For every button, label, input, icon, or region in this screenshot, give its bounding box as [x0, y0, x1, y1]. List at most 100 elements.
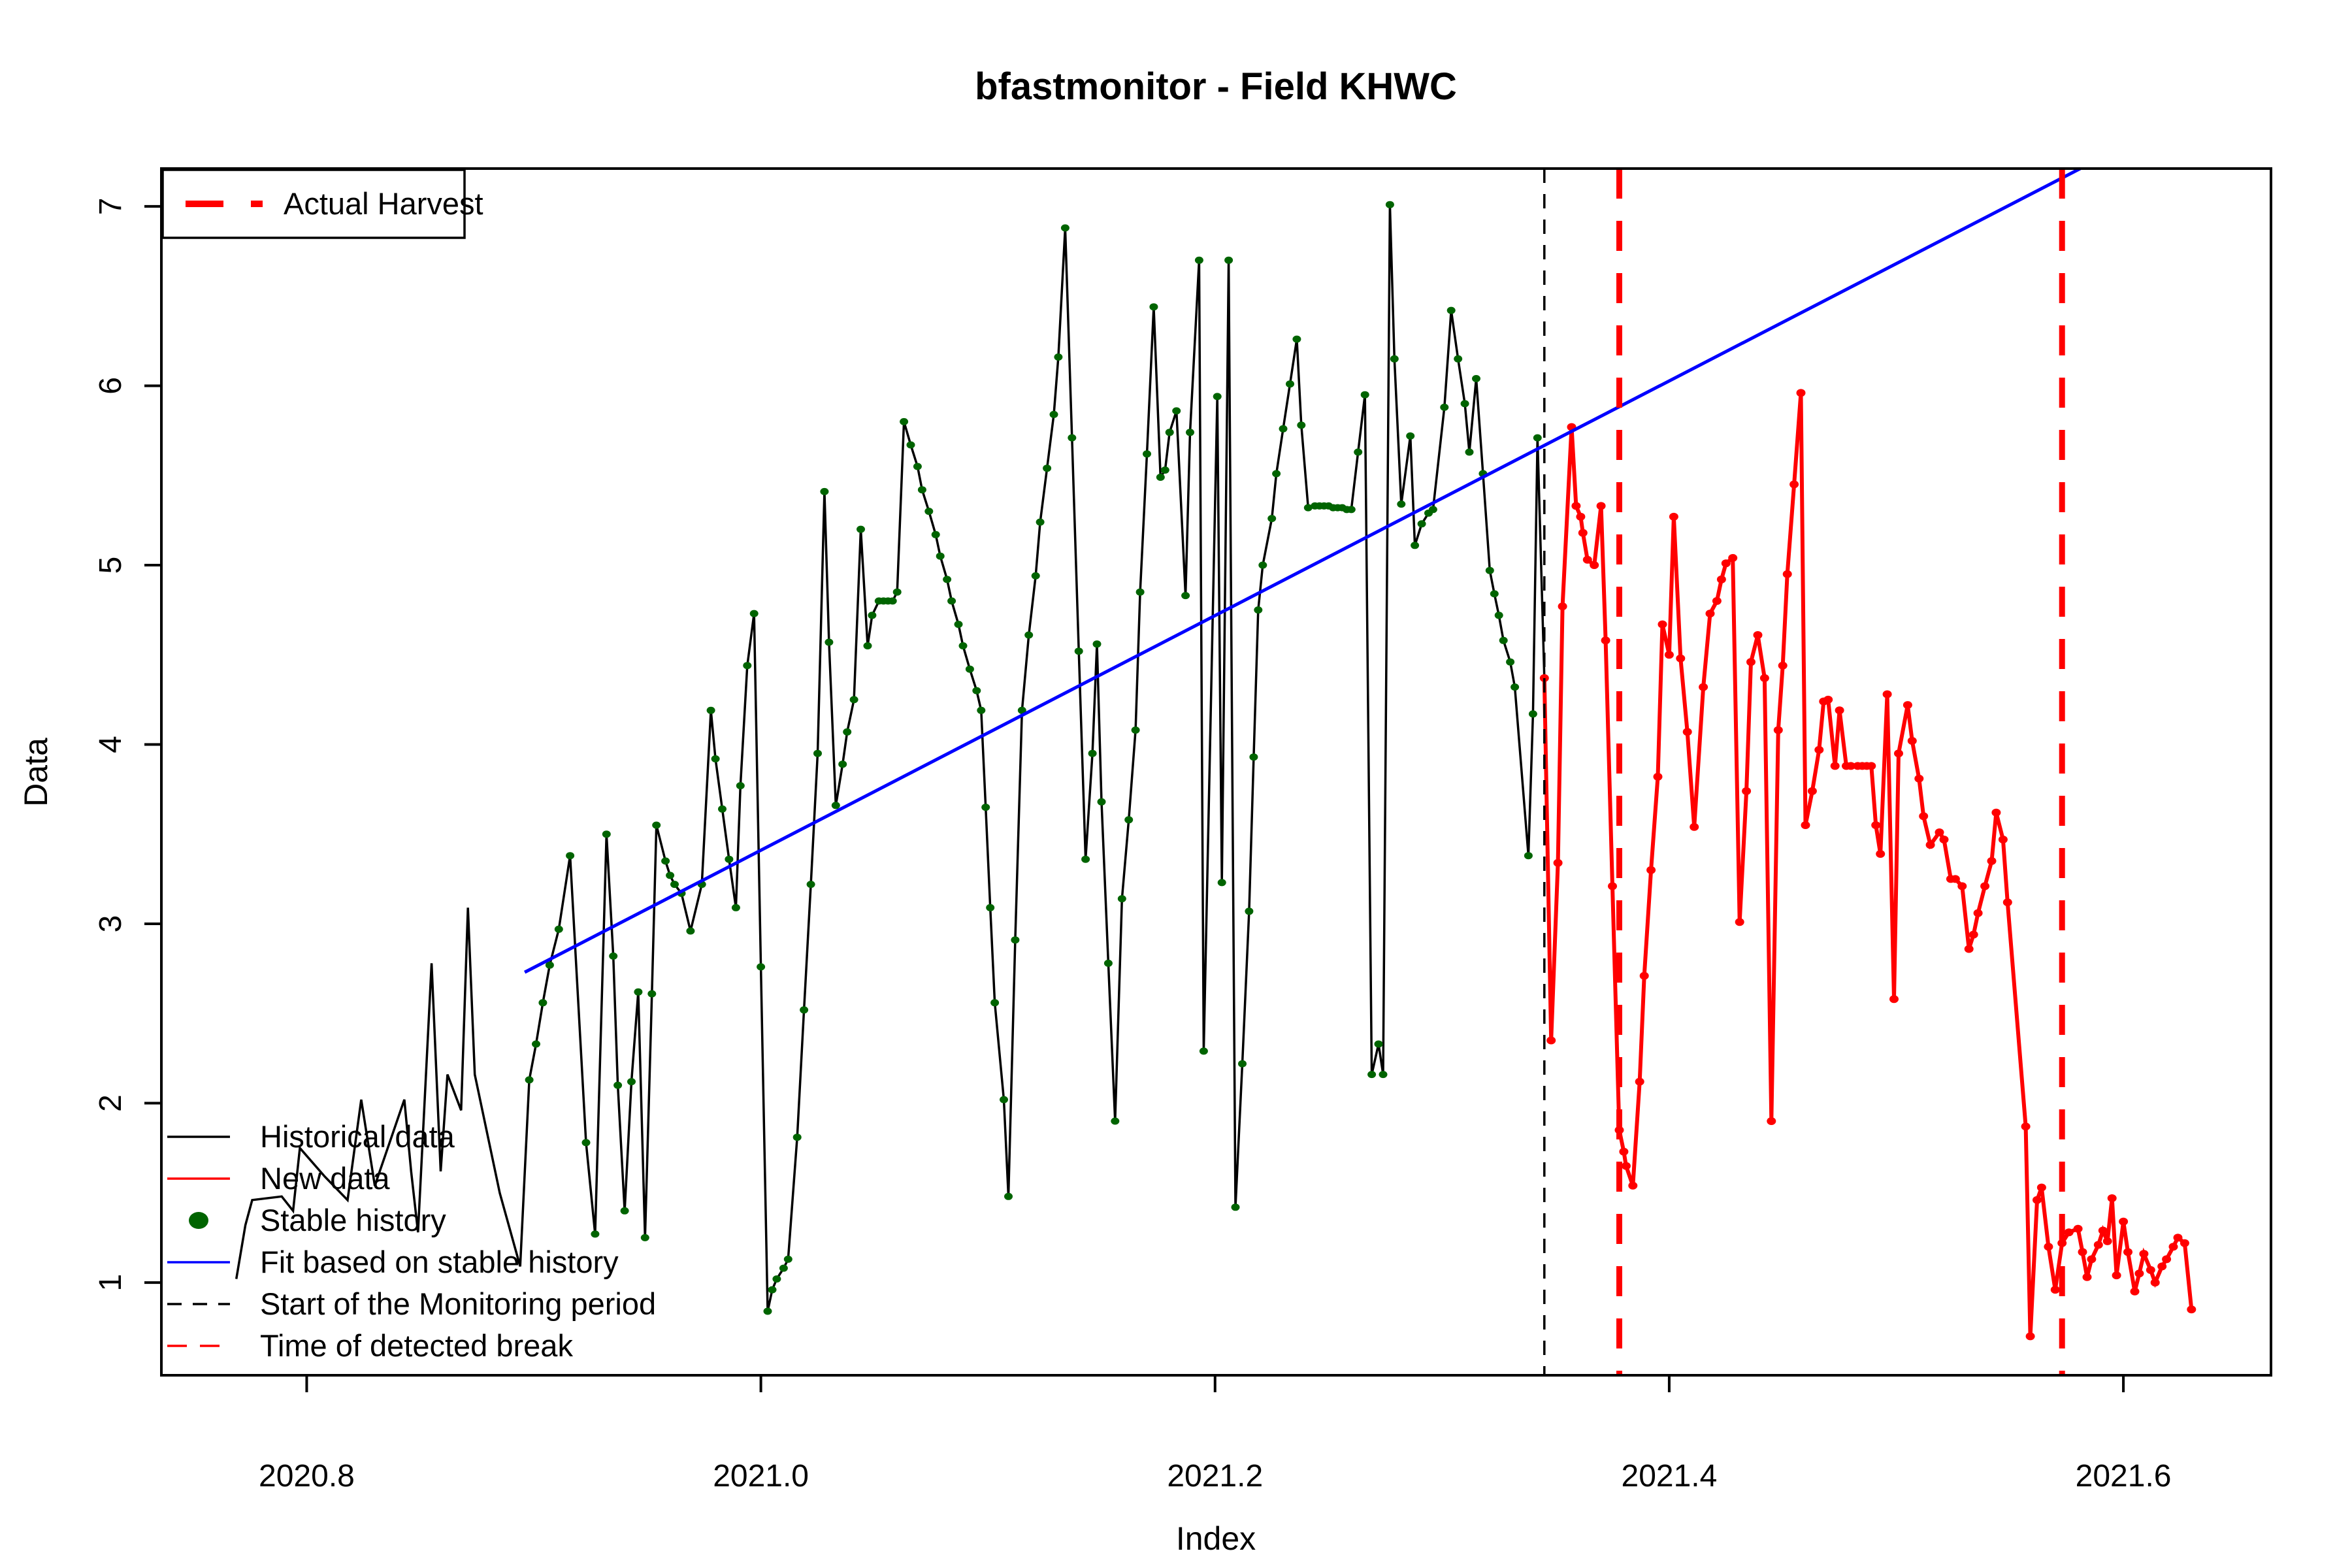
- stable-history-point: [958, 642, 968, 649]
- stable-history-point: [1165, 429, 1174, 436]
- x-tick-label: 2021.6: [2076, 1459, 2172, 1494]
- stable-history-point: [652, 821, 661, 829]
- new-data-point: [2021, 1122, 2031, 1131]
- new-data-point: [1987, 857, 1997, 865]
- stable-history-point: [1528, 710, 1537, 718]
- stable-history-point: [1088, 749, 1097, 757]
- stable-history-point: [1000, 1096, 1008, 1103]
- new-data-point: [2102, 1237, 2112, 1245]
- stable-history-point: [843, 728, 852, 736]
- new-data-point: [1664, 651, 1674, 659]
- stable-history-point: [1245, 907, 1254, 915]
- new-data-point: [1669, 512, 1678, 521]
- stable-history-point: [1417, 520, 1426, 528]
- stable-history-point: [1217, 879, 1226, 887]
- new-data-point: [1782, 570, 1792, 578]
- stable-history-point: [1533, 434, 1542, 442]
- stable-history-point: [779, 1264, 788, 1272]
- legend-top: Actual Harvest: [161, 169, 483, 239]
- legend-label-detected-break: Time of detected break: [260, 1328, 573, 1363]
- new-data-point: [1635, 1077, 1644, 1086]
- x-tick-label: 2020.8: [259, 1459, 355, 1494]
- new-data-point: [1991, 808, 2001, 817]
- stable-history-point: [806, 881, 815, 889]
- x-tick-label: 2021.0: [713, 1459, 809, 1494]
- stable-history-point: [613, 1081, 623, 1089]
- stable-history-point: [1254, 606, 1263, 614]
- new-data-point: [1539, 674, 1549, 682]
- stable-history-point: [1081, 855, 1090, 863]
- stable-history-point: [609, 952, 618, 960]
- stable-history-point: [1131, 727, 1140, 734]
- new-data-point: [1716, 575, 1726, 583]
- new-data-point: [1712, 596, 1722, 605]
- plot-area: 2020.8 2021.0 2021.2 2021.4 2021.6 1 2 3 4 5 6 7: [93, 167, 2272, 1494]
- new-data-point: [2187, 1305, 2197, 1314]
- new-data-point: [1914, 774, 1924, 783]
- stable-history-point: [757, 963, 766, 971]
- new-data-point: [1801, 821, 1810, 829]
- new-data-point: [1735, 918, 1744, 926]
- new-data-point: [1753, 631, 1763, 639]
- legend-item-detected-break: Time of detected break: [167, 1328, 573, 1363]
- new-data-point: [2050, 1286, 2060, 1294]
- new-data-point: [1690, 823, 1699, 831]
- stable-history-point: [936, 552, 945, 560]
- stable-history-point: [1406, 432, 1415, 440]
- new-data-point: [1601, 636, 1610, 645]
- stable-history-point: [772, 1275, 781, 1283]
- stable-history-point: [1490, 590, 1499, 598]
- stable-history-point: [800, 1006, 809, 1014]
- stable-history-point: [666, 872, 675, 879]
- new-data-point: [1950, 875, 1960, 883]
- stable-history-point: [1004, 1192, 1013, 1200]
- x-axis-title: Index: [1176, 1520, 1256, 1557]
- stable-history-point: [1117, 895, 1126, 903]
- stable-history-point: [640, 1233, 649, 1241]
- stable-history-point: [924, 508, 934, 515]
- new-data-point: [1767, 1117, 1776, 1125]
- new-data-point: [1835, 706, 1844, 715]
- y-tick-label: 7: [93, 198, 128, 216]
- new-data-point: [1964, 945, 1974, 953]
- stable-history-point: [725, 855, 734, 863]
- new-data-point: [1558, 602, 1567, 611]
- new-data-point: [1682, 728, 1692, 736]
- new-data-point: [2112, 1271, 2121, 1280]
- stable-history-point: [1390, 355, 1399, 363]
- legend-item-stable-history: Stable history: [189, 1203, 446, 1237]
- new-data-point: [2098, 1226, 2108, 1235]
- legend-item-new-data: New data: [167, 1161, 390, 1196]
- new-data-point: [1773, 726, 1783, 734]
- stable-history-point: [686, 927, 695, 935]
- page-title: bfastmonitor - Field KHWC: [975, 65, 1457, 108]
- new-data-point: [1907, 737, 1917, 745]
- stable-history-point: [532, 1040, 540, 1048]
- legend-label-historical-data: Historical data: [260, 1119, 455, 1154]
- stable-history-point: [1074, 647, 1083, 655]
- stable-history-point: [602, 830, 611, 838]
- new-data-point: [1699, 683, 1708, 691]
- y-tick-label: 6: [93, 377, 128, 395]
- stable-history-point: [820, 487, 829, 495]
- stable-history-point: [838, 760, 847, 768]
- stable-history-point: [1049, 410, 1058, 418]
- legend-label-monitoring-start: Start of the Monitoring period: [260, 1286, 656, 1321]
- stable-history-point: [1354, 448, 1363, 456]
- new-data-point: [1823, 695, 1833, 704]
- y-axis-title: Data: [18, 738, 54, 807]
- new-data-line: [1542, 393, 2194, 1337]
- stable-history-point: [1249, 753, 1258, 761]
- new-data-point: [1608, 882, 1617, 890]
- new-data-point: [2123, 1248, 2132, 1256]
- new-data-point: [1576, 512, 1586, 521]
- stable-history-point: [1286, 380, 1294, 388]
- stable-history-point: [1379, 1071, 1388, 1079]
- new-data-point: [2087, 1255, 2097, 1264]
- stable-history-point: [1374, 1040, 1383, 1048]
- stable-history-point: [1199, 1047, 1208, 1055]
- new-data-point: [1939, 836, 1949, 843]
- stable-history-point: [538, 999, 547, 1007]
- new-data-point: [1968, 930, 1978, 939]
- stable-history-point: [1213, 393, 1222, 400]
